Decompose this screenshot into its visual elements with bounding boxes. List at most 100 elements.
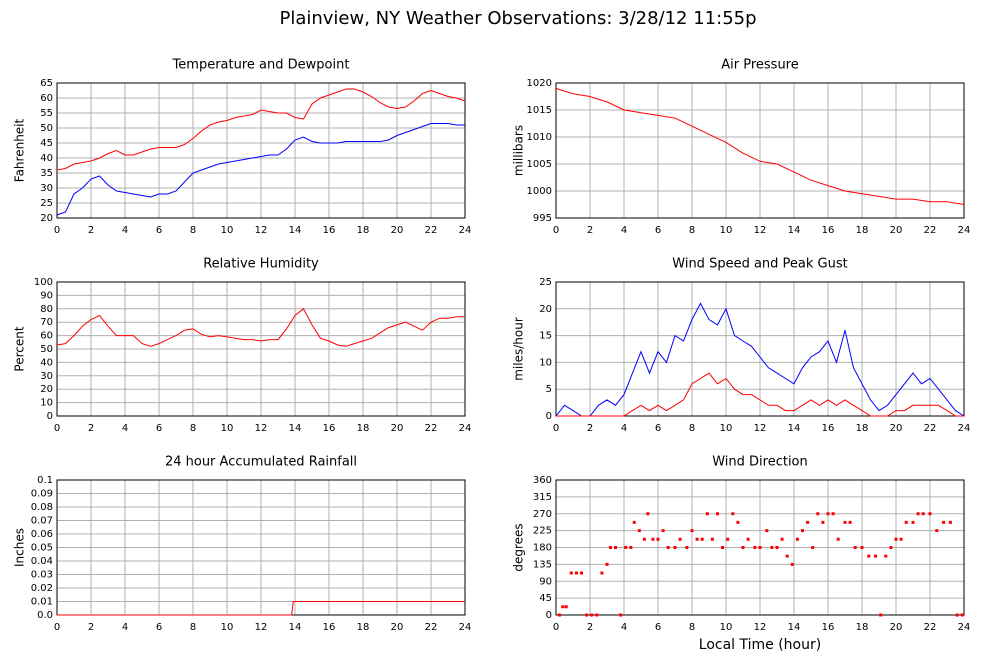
y-axis-label: Inches (13, 528, 27, 567)
x-tick-label: 24 (958, 423, 971, 434)
x-tick-label: 2 (587, 225, 593, 236)
x-tick-label: 22 (924, 423, 937, 434)
y-tick-label: 225 (533, 526, 552, 537)
x-tick-label: 6 (655, 622, 661, 633)
data-point (624, 546, 628, 549)
data-point (619, 613, 623, 617)
y-tick-label: 50 (40, 344, 53, 355)
x-tick-label: 18 (856, 423, 869, 434)
x-tick-label: 16 (323, 622, 336, 633)
y-tick-label: 20 (40, 384, 53, 395)
data-point (721, 546, 725, 549)
data-point (637, 529, 641, 533)
x-tick-label: 6 (156, 225, 162, 236)
data-point (741, 546, 745, 549)
data-point (590, 613, 594, 617)
data-point (826, 512, 830, 516)
x-tick-label: 24 (459, 423, 472, 434)
x-tick-label: 20 (391, 423, 404, 434)
y-tick-label: 25 (539, 277, 552, 288)
x-tick-label: 4 (621, 622, 627, 633)
data-point (874, 554, 878, 558)
data-point (770, 546, 774, 549)
data-line (555, 87, 965, 205)
x-axis-label: Local Time (hour) (699, 637, 821, 653)
chart-title: Temperature and Dewpoint (172, 58, 350, 73)
x-tick-label: 2 (587, 622, 593, 633)
y-axis-label: Fahrenheit (13, 118, 27, 182)
x-tick-label: 16 (822, 622, 835, 633)
data-point (816, 512, 820, 516)
chart-title: Relative Humidity (203, 257, 319, 272)
x-tick-label: 14 (788, 622, 801, 633)
y-tick-label: 0 (546, 610, 552, 621)
data-point (605, 562, 609, 566)
x-tick-label: 18 (357, 423, 370, 434)
data-point (716, 512, 719, 516)
data-point (666, 546, 670, 549)
x-tick-label: 12 (255, 225, 268, 236)
data-point (843, 520, 847, 524)
x-tick-label: 0 (553, 622, 559, 633)
x-tick-label: 16 (822, 423, 835, 434)
x-tick-label: 4 (122, 423, 128, 434)
x-tick-label: 4 (122, 622, 128, 633)
data-point (646, 512, 650, 516)
data-point (632, 520, 636, 524)
x-tick-label: 20 (890, 225, 903, 236)
x-tick-label: 16 (323, 225, 336, 236)
x-tick-label: 14 (289, 423, 302, 434)
y-tick-label: 1020 (527, 78, 552, 89)
data-point (600, 571, 604, 575)
x-tick-label: 4 (621, 225, 627, 236)
data-point (656, 537, 660, 541)
data-point (710, 537, 714, 541)
x-tick-label: 18 (357, 225, 370, 236)
data-line (556, 372, 964, 417)
y-tick-label: 360 (533, 475, 552, 486)
data-point (894, 537, 898, 541)
plot-frame (555, 479, 965, 616)
x-tick-label: 10 (221, 225, 234, 236)
chart-title: 24 hour Accumulated Rainfall (165, 455, 357, 470)
y-tick-label: 100 (34, 277, 53, 288)
x-tick-label: 8 (689, 423, 695, 434)
y-tick-label: 55 (40, 108, 53, 119)
y-tick-label: 5 (546, 384, 552, 395)
data-point (948, 520, 952, 524)
y-tick-label: 10 (40, 398, 53, 409)
x-tick-label: 6 (156, 622, 162, 633)
y-tick-label: 0 (47, 411, 53, 422)
x-tick-label: 10 (720, 423, 733, 434)
data-point (780, 537, 784, 541)
x-tick-label: 24 (459, 225, 472, 236)
data-point (585, 613, 589, 617)
y-axis-label: Percent (13, 326, 27, 371)
x-tick-label: 12 (754, 225, 767, 236)
x-tick-label: 12 (754, 622, 767, 633)
x-tick-label: 4 (621, 423, 627, 434)
x-tick-label: 8 (190, 622, 196, 633)
data-point (942, 520, 946, 524)
y-tick-label: 315 (533, 492, 552, 503)
data-point (651, 537, 655, 541)
y-tick-label: 90 (539, 576, 552, 587)
x-tick-label: 14 (788, 225, 801, 236)
data-point (806, 520, 810, 524)
data-point (574, 571, 578, 575)
x-tick-label: 12 (255, 423, 268, 434)
data-point (935, 529, 939, 533)
y-tick-label: 40 (40, 153, 53, 164)
plot-frame (56, 82, 466, 219)
x-tick-label: 22 (425, 622, 438, 633)
y-tick-label: 1015 (527, 105, 552, 116)
data-point (642, 537, 646, 541)
x-tick-label: 2 (587, 423, 593, 434)
plot-frame (56, 281, 466, 417)
x-tick-label: 20 (391, 622, 404, 633)
y-tick-label: 0.0 (37, 610, 53, 621)
y-tick-label: 1000 (527, 186, 552, 197)
x-tick-label: 0 (54, 423, 60, 434)
data-point (790, 562, 794, 566)
x-tick-label: 24 (958, 622, 971, 633)
